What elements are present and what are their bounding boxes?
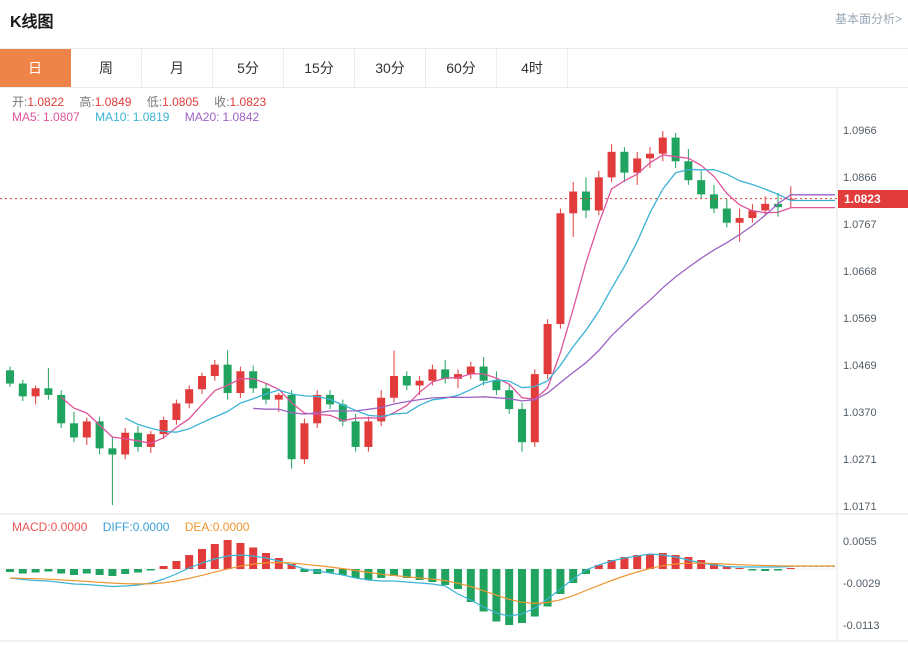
tab-5[interactable]: 30分: [355, 49, 426, 87]
ma20-line: [253, 194, 835, 415]
tab-6[interactable]: 60分: [426, 49, 497, 87]
kline-chart[interactable]: 开:1.0822 高:1.0849 低:1.0805 收:1.0823 MA5:…: [0, 89, 908, 642]
tab-2[interactable]: 月: [142, 49, 213, 87]
dea-line: [9, 561, 835, 605]
tab-0[interactable]: 日: [0, 49, 71, 87]
chart-canvas: [0, 89, 908, 642]
tab-4[interactable]: 15分: [284, 49, 355, 87]
ma10-line: [124, 168, 835, 433]
ma5-line: [60, 154, 835, 444]
diff-line: [9, 553, 791, 617]
tab-1[interactable]: 周: [71, 49, 142, 87]
page-title: K线图: [10, 14, 54, 31]
tab-3[interactable]: 5分: [213, 49, 284, 87]
fundamental-analysis-link[interactable]: 基本面分析>: [834, 12, 902, 26]
timeframe-tabs: 日周月 5分 15分 30分 60分 4时: [0, 48, 908, 88]
tab-7[interactable]: 4时: [497, 49, 568, 87]
current-price-badge: 1.0823: [838, 189, 908, 208]
